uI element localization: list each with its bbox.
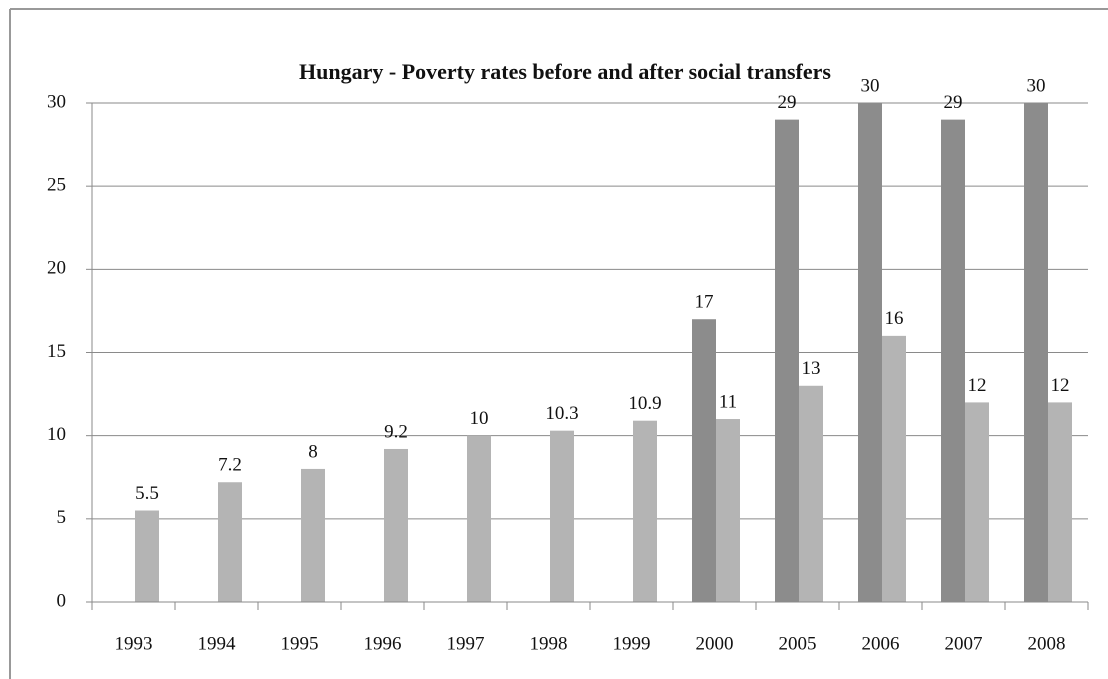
value-label: 12 (1051, 375, 1070, 396)
bar (218, 482, 242, 602)
bar (941, 119, 965, 602)
value-label: 17 (695, 292, 714, 313)
y-tick-label: 10 (47, 424, 66, 445)
value-label: 29 (778, 92, 797, 113)
y-tick-label: 30 (47, 91, 66, 112)
bar (692, 319, 716, 602)
bar (301, 468, 325, 602)
x-tick-label: 1997 (447, 633, 485, 654)
bar (858, 103, 882, 602)
bar (135, 510, 159, 602)
bar (965, 402, 989, 602)
y-tick-label: 5 (57, 507, 67, 528)
bar (799, 385, 823, 602)
value-label: 8 (308, 441, 318, 462)
bar (633, 420, 657, 602)
bar (467, 435, 491, 602)
value-label: 11 (719, 391, 737, 412)
chart-title: Hungary - Poverty rates before and after… (299, 59, 831, 84)
bar (1048, 402, 1072, 602)
value-label: 30 (861, 75, 880, 96)
y-tick-label: 20 (47, 258, 66, 279)
value-label: 29 (944, 92, 963, 113)
value-label: 12 (968, 375, 987, 396)
value-label: 30 (1027, 75, 1046, 96)
x-tick-label: 1995 (281, 633, 319, 654)
y-tick-label: 25 (47, 175, 66, 196)
value-label: 7.2 (218, 455, 242, 476)
x-tick-label: 2000 (696, 633, 734, 654)
value-label: 9.2 (384, 421, 408, 442)
bar (550, 430, 574, 602)
y-tick-label: 0 (57, 590, 67, 611)
bar (775, 119, 799, 602)
y-tick-label: 15 (47, 341, 66, 362)
x-tick-label: 2005 (779, 633, 817, 654)
bar (1024, 103, 1048, 602)
bar (384, 448, 408, 602)
x-tick-label: 1994 (198, 633, 237, 654)
value-label: 13 (802, 358, 821, 379)
value-label: 5.5 (135, 483, 159, 504)
x-tick-label: 1999 (613, 633, 651, 654)
bar (716, 419, 740, 602)
value-label: 10.3 (545, 403, 578, 424)
x-tick-label: 1996 (364, 633, 402, 654)
x-tick-label: 2006 (862, 633, 900, 654)
value-label: 16 (885, 308, 904, 329)
bar (882, 335, 906, 602)
x-tick-label: 2008 (1028, 633, 1066, 654)
x-tick-label: 1998 (530, 633, 568, 654)
x-tick-label: 1993 (115, 633, 153, 654)
value-label: 10 (470, 408, 489, 429)
value-label: 10.9 (628, 393, 661, 414)
x-tick-label: 2007 (945, 633, 983, 654)
